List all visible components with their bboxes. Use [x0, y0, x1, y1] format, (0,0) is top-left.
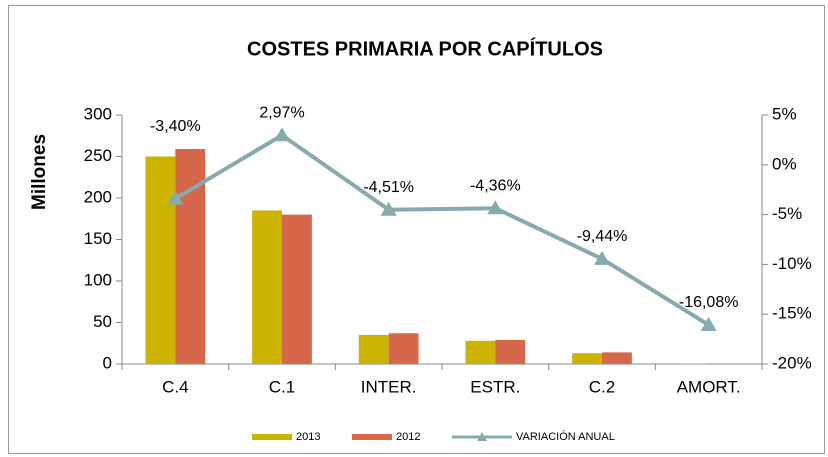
legend-swatch: [252, 434, 292, 440]
y-tick-label: 200: [84, 187, 112, 206]
line-marker: [700, 316, 717, 331]
y2-tick-label: -15%: [772, 304, 812, 323]
chart-border: [8, 5, 825, 454]
x-tick-label: AMORT.: [677, 377, 741, 396]
chart-title: COSTES PRIMARIA POR CAPÍTULOS: [247, 37, 603, 60]
line-marker: [594, 250, 610, 265]
line-marker: [487, 200, 504, 215]
legend-label: 2013: [296, 431, 320, 443]
y-tick-label: 150: [84, 229, 112, 248]
y2-tick-label: -5%: [772, 204, 802, 223]
data-label: -4,51%: [363, 179, 414, 196]
x-tick-label: C.2: [589, 377, 615, 396]
data-label: -9,44%: [577, 228, 628, 245]
data-label: -4,36%: [470, 177, 521, 194]
y-axis-label: Millones: [29, 134, 50, 210]
bar: [252, 210, 282, 364]
bar: [495, 339, 526, 364]
y-tick-label: 0: [103, 353, 112, 372]
y2-tick-label: -20%: [772, 353, 812, 372]
bar: [602, 352, 632, 364]
line-marker: [380, 201, 397, 216]
y2-tick-label: 0%: [772, 154, 797, 173]
x-tick-label: C.1: [269, 377, 295, 396]
y-tick-label: 250: [84, 146, 112, 165]
y2-tick-label: -10%: [772, 254, 812, 273]
bar: [572, 353, 602, 364]
y-tick-label: 100: [84, 270, 112, 289]
line-marker: [274, 127, 290, 142]
x-tick-label: C.4: [162, 377, 188, 396]
line-marker: [167, 190, 184, 205]
legend-label: 2012: [396, 431, 420, 443]
y2-tick-label: 5%: [772, 104, 797, 123]
bar: [465, 340, 496, 364]
bar: [388, 333, 419, 364]
bar: [145, 156, 176, 364]
x-tick-label: INTER.: [361, 377, 417, 396]
data-label: -16,08%: [679, 294, 739, 311]
bar: [282, 214, 312, 364]
legend-label: VARIACIÓN ANUAL: [516, 430, 615, 443]
bar: [358, 334, 389, 364]
legend-swatch: [352, 434, 392, 440]
y-tick-label: 50: [93, 312, 112, 331]
y-tick-label: 300: [84, 104, 112, 123]
data-label: -3,40%: [150, 118, 201, 135]
line: [174, 132, 710, 327]
data-label: 2,97%: [259, 104, 304, 121]
x-tick-label: ESTR.: [470, 377, 520, 396]
legend-swatch: [477, 432, 487, 441]
